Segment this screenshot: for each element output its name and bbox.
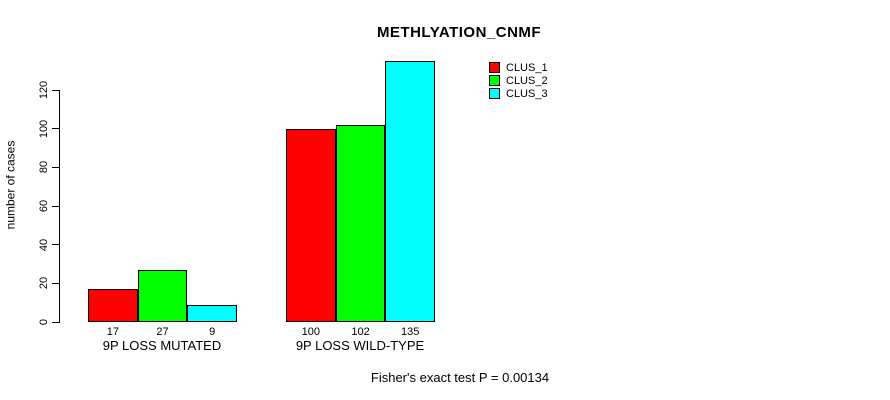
y-tick-label-text: 100 bbox=[38, 119, 51, 138]
bar-value-label: 27 bbox=[156, 326, 169, 338]
bar-value-label: 17 bbox=[106, 326, 119, 338]
stat-annotation: Fisher's exact test P = 0.00134 bbox=[370, 370, 550, 385]
y-tick-label-text: 0 bbox=[38, 318, 50, 326]
y-tick bbox=[52, 321, 59, 323]
y-tick bbox=[52, 128, 59, 130]
y-axis-line bbox=[59, 90, 60, 323]
y-tick-label: 60 bbox=[38, 200, 50, 212]
legend-item-clus3: CLUS_3 bbox=[489, 87, 548, 100]
legend-item-clus1: CLUS_1 bbox=[489, 61, 548, 74]
chart-title: METHLYATION_CNMF bbox=[376, 24, 542, 41]
y-tick-label-text: 80 bbox=[38, 161, 50, 174]
y-tick-label-text: 60 bbox=[38, 199, 50, 213]
y-tick-label: 80 bbox=[38, 161, 50, 173]
bar bbox=[88, 289, 138, 322]
legend-label: CLUS_1 bbox=[506, 61, 548, 74]
legend-label: CLUS_2 bbox=[506, 74, 548, 87]
group-label-wildtype: 9P LOSS WILD-TYPE bbox=[295, 338, 425, 353]
y-tick bbox=[52, 282, 59, 284]
y-tick bbox=[52, 89, 59, 91]
bar-value-label: 135 bbox=[401, 326, 420, 338]
y-tick bbox=[52, 205, 59, 207]
bar-value-label: 102 bbox=[351, 326, 370, 338]
y-tick-label-text: 20 bbox=[38, 277, 50, 290]
legend-item-clus2: CLUS_2 bbox=[489, 74, 548, 87]
bar bbox=[137, 269, 188, 322]
y-tick-label-text: 40 bbox=[38, 238, 50, 251]
bar bbox=[335, 124, 386, 322]
y-tick-label: 20 bbox=[38, 277, 50, 289]
bar bbox=[187, 304, 238, 322]
y-tick-label: 120 bbox=[38, 80, 51, 100]
bar bbox=[286, 128, 336, 322]
group-label-mutated: 9P LOSS MUTATED bbox=[102, 338, 222, 353]
y-tick-label-text: 120 bbox=[38, 80, 51, 100]
legend-swatch bbox=[489, 88, 500, 99]
legend-swatch bbox=[489, 62, 500, 73]
y-tick bbox=[52, 166, 59, 168]
y-tick-label: 0 bbox=[38, 316, 50, 328]
bar bbox=[385, 61, 436, 322]
legend-swatch bbox=[489, 75, 500, 86]
y-tick-label: 100 bbox=[38, 119, 50, 137]
bar-value-label: 100 bbox=[301, 326, 321, 338]
legend: CLUS_1 CLUS_2 CLUS_3 bbox=[489, 61, 548, 100]
y-tick bbox=[52, 244, 59, 246]
bar-value-label: 9 bbox=[209, 326, 216, 338]
y-tick-label: 40 bbox=[38, 239, 50, 251]
y-axis-label-text: number of cases bbox=[3, 140, 17, 230]
y-axis-label: number of cases bbox=[3, 141, 17, 230]
legend-label: CLUS_3 bbox=[506, 87, 548, 100]
